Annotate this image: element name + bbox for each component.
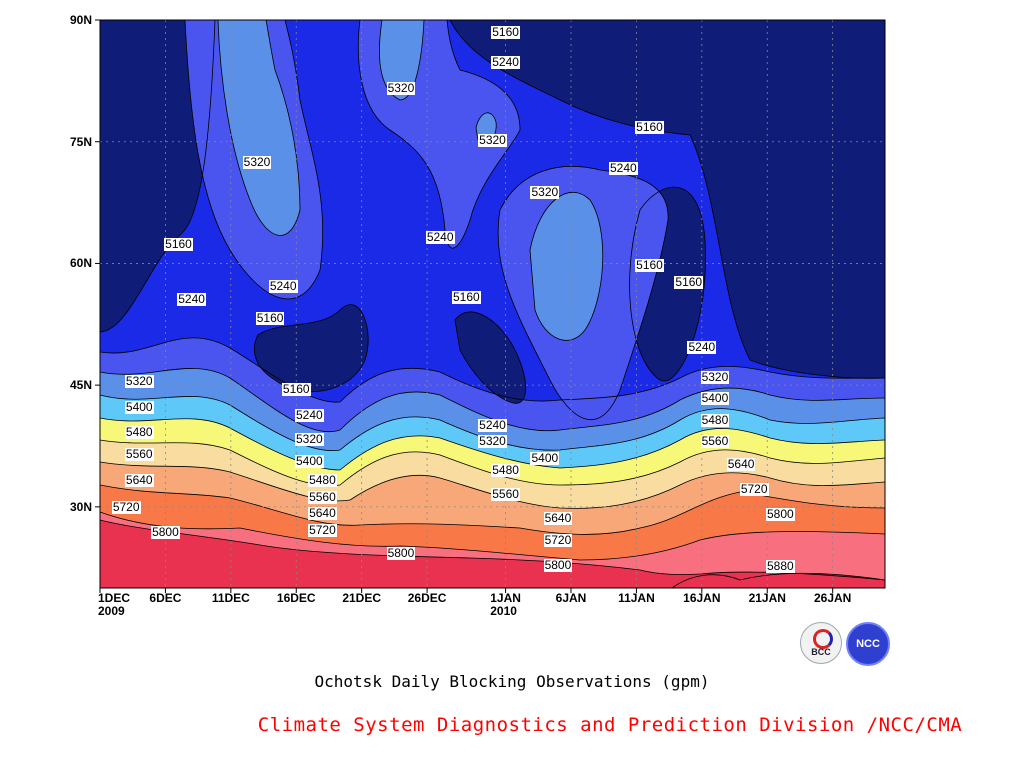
contour-label: 5720 — [739, 481, 769, 496]
contour-label: 5640 — [308, 505, 337, 520]
contour-label: 5400 — [124, 399, 154, 414]
contour-label: 5240 — [478, 418, 507, 433]
band-below-5160 — [100, 20, 885, 404]
x-tick-label: 21DEC — [342, 591, 381, 605]
contour-label: 5480 — [124, 424, 154, 439]
contour-label: 5320 — [700, 370, 730, 385]
contour-label: 5240 — [687, 340, 717, 355]
x-tick-label: 21JAN — [748, 591, 786, 605]
contour-label: 5400 — [700, 391, 730, 406]
contour-label: 5720 — [308, 522, 337, 537]
contour-label: 5160 — [491, 25, 520, 40]
contour-label: 5480 — [700, 412, 730, 427]
contour-label: 5720 — [111, 500, 141, 515]
x-tick-label: 11DEC — [211, 591, 250, 605]
contour-label: 5320 — [478, 434, 507, 449]
contour-label: 5320 — [242, 155, 272, 170]
contour-label: 5160 — [635, 257, 664, 272]
y-tick-label: 45N — [69, 378, 92, 393]
contour-label: 5160 — [281, 381, 311, 396]
contour-label: 5240 — [491, 54, 520, 69]
contour-label: 5560 — [308, 489, 337, 504]
contour-label: 5320 — [294, 432, 324, 446]
contour-label: 5720 — [543, 533, 573, 548]
contour-label: 5320 — [386, 81, 416, 96]
contour-label: 5160 — [635, 119, 664, 134]
contour-label: 5160 — [164, 237, 193, 252]
x-tick-label: 11JAN — [618, 591, 655, 605]
contour-label: 5480 — [491, 462, 520, 477]
contour-label: 5400 — [530, 451, 560, 466]
contour-label: 5160 — [255, 311, 285, 326]
contour-label: 5800 — [386, 546, 416, 561]
contour-label: 5240 — [268, 278, 298, 293]
contour-label: 5560 — [700, 433, 730, 448]
contour-label: 5400 — [294, 453, 324, 468]
x-tick-label: 26JAN — [813, 591, 852, 605]
contour-label: 5880 — [765, 558, 795, 573]
contour-label: 5800 — [151, 525, 180, 540]
contour-label: 5160 — [674, 275, 704, 290]
x-tick-label: 16DEC — [276, 591, 316, 605]
contour-label: 5640 — [124, 473, 154, 488]
contour-label: 5160 — [451, 290, 481, 304]
x-tick-label: 26DEC — [407, 591, 447, 605]
contour-label: 5640 — [543, 510, 573, 525]
contour-label: 5320 — [124, 373, 154, 388]
y-tick-label: 90N — [69, 13, 92, 27]
contour-label: 5240 — [294, 408, 324, 423]
contour-label: 5320 — [478, 133, 507, 148]
gridlines — [100, 19, 885, 588]
patch-5880-lobe — [672, 573, 885, 588]
contour-label: 5560 — [124, 446, 154, 461]
x-tick-label: 1DEC 2009 — [98, 591, 131, 618]
credit-line: Climate System Diagnostics and Predictio… — [257, 714, 963, 736]
plot-frame — [99, 19, 886, 589]
contour-label: 5800 — [543, 557, 573, 572]
ncc-logo: NCC — [846, 622, 890, 666]
y-tick-label: 60N — [69, 256, 92, 271]
bcc-emblem-icon — [813, 629, 833, 649]
contour-label: 5240 — [425, 229, 455, 244]
bcc-logo-text: BCC — [811, 647, 831, 657]
patch-5320-lobe-d — [530, 192, 603, 341]
contour-label: 5240 — [177, 292, 206, 307]
x-tick-label: 1JAN 2010 — [490, 591, 521, 618]
x-tick-label: 16JAN — [683, 591, 721, 605]
contour-label: 5560 — [491, 487, 520, 502]
contour-label: 5800 — [765, 507, 795, 522]
bcc-logo: BCC — [800, 622, 842, 664]
patch-5320-lobe-b — [379, 20, 424, 100]
tick-marks — [95, 19, 834, 593]
x-tick-label: 6DEC — [149, 591, 182, 605]
ncc-logo-text: NCC — [856, 638, 880, 650]
chart-title: Ochotsk Daily Blocking Observations (gpm… — [314, 672, 710, 691]
y-tick-label: 75N — [69, 134, 92, 149]
contour-label: 5480 — [308, 472, 337, 487]
contour-label: 5240 — [608, 160, 638, 175]
patch-5320-lobe-a — [218, 20, 300, 236]
x-tick-label: 6JAN — [555, 591, 587, 605]
contour-label: 5640 — [726, 457, 756, 472]
y-tick-label: 30N — [69, 499, 92, 514]
contour-lines — [99, 19, 886, 589]
contour-label: 5320 — [530, 185, 560, 200]
